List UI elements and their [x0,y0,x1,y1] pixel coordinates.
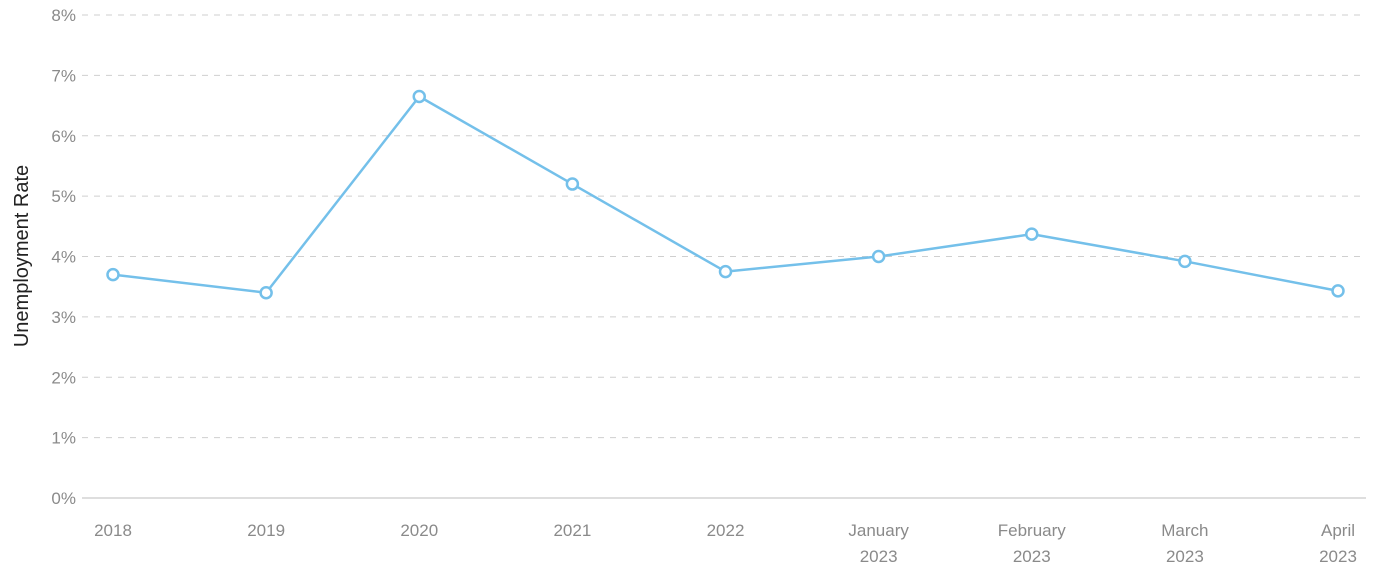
x-tick-label-line: April [1321,521,1355,540]
data-point[interactable] [871,249,886,264]
series-layer [106,89,1345,300]
data-point[interactable] [718,264,733,279]
x-tick-label: 2022 [707,521,745,540]
x-tick-label-line: 2018 [94,521,132,540]
data-point[interactable] [259,285,273,300]
y-tick-label: 6% [51,127,76,146]
x-tick-label: March 2023 [1161,521,1208,566]
y-tick-label: 5% [51,187,76,206]
y-tick-label: 0% [51,489,76,508]
y-axis-tick-labels: 0% 1% 2% 3% 4% 5% 6% 7% 8% [51,6,76,508]
x-tick-label: February 2023 [998,521,1067,566]
x-tick-label: 2019 [247,521,285,540]
y-tick-label: 2% [51,368,76,387]
x-tick-label-line: 2023 [1013,547,1051,566]
data-point[interactable] [1025,227,1039,241]
x-tick-label-line: February [998,521,1067,540]
x-tick-label: 2020 [400,521,438,540]
x-tick-label-line: January [848,521,909,540]
y-tick-label: 7% [51,66,76,85]
x-tick-label-line: 2022 [707,521,745,540]
data-point[interactable] [1331,284,1345,298]
data-point[interactable] [1178,254,1192,269]
x-tick-label: January 2023 [848,521,909,566]
x-tick-label-line: 2021 [553,521,591,540]
x-tick-label-line: 2020 [400,521,438,540]
x-tick-label-line: 2023 [1319,547,1357,566]
data-point[interactable] [565,177,580,191]
x-tick-label: April 2023 [1319,521,1357,566]
y-axis-title: Unemployment Rate [11,165,33,347]
x-axis-tick-labels: 2018 2019 2020 2021 2022 January 2023 February 2… [94,521,1357,566]
x-tick-label-line: 2019 [247,521,285,540]
data-point[interactable] [412,89,426,104]
y-tick-label: 1% [51,429,76,448]
grid-layer [82,14,1366,499]
y-tick-label: 4% [51,248,76,267]
x-tick-label: 2018 [94,521,132,540]
x-tick-label: 2021 [553,521,591,540]
x-tick-label-line: 2023 [860,547,898,566]
x-tick-label-line: 2023 [1166,547,1204,566]
y-tick-label: 8% [51,6,76,25]
x-tick-label-line: March [1161,521,1208,540]
data-point[interactable] [106,267,120,282]
series-line [111,95,1340,294]
y-tick-label: 3% [51,308,76,327]
